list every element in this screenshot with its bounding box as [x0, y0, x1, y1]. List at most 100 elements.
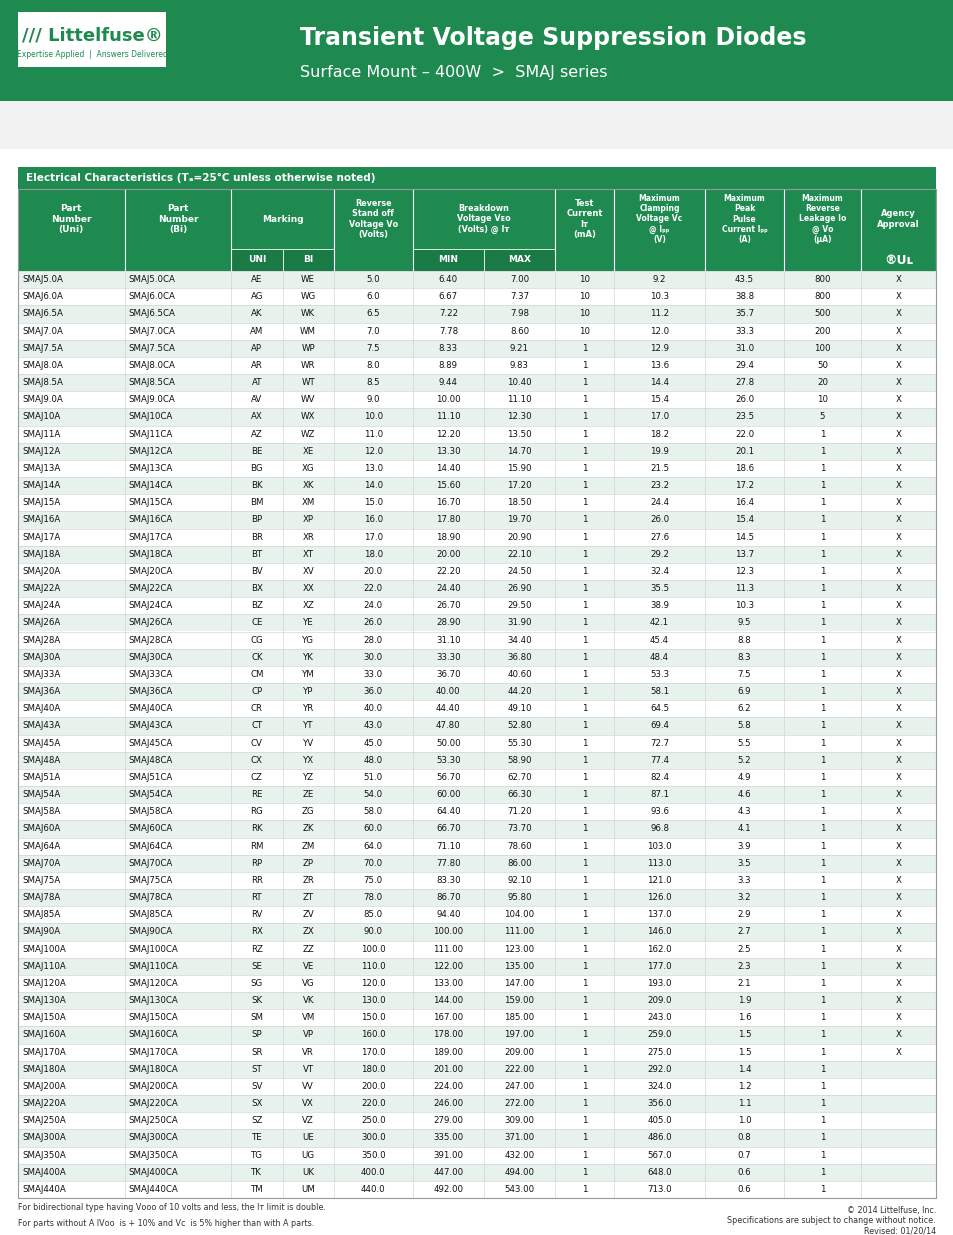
Text: X: X: [895, 653, 901, 662]
Text: 1: 1: [581, 1099, 587, 1108]
Text: 54.0: 54.0: [363, 790, 382, 799]
Text: 43.0: 43.0: [363, 721, 382, 730]
Text: 1: 1: [581, 361, 587, 370]
Text: 6.67: 6.67: [438, 293, 457, 301]
Text: 31.0: 31.0: [734, 343, 753, 353]
Text: 10: 10: [578, 275, 590, 284]
Text: 8.3: 8.3: [737, 653, 751, 662]
Text: SMAJ78CA: SMAJ78CA: [129, 893, 172, 902]
Text: 1: 1: [819, 482, 824, 490]
Text: 0.8: 0.8: [737, 1134, 751, 1142]
Text: X: X: [895, 808, 901, 816]
Text: 130.0: 130.0: [360, 997, 385, 1005]
Text: 50: 50: [816, 361, 827, 370]
Text: ZX: ZX: [302, 927, 314, 936]
Text: Transient Voltage Suppression Diodes: Transient Voltage Suppression Diodes: [299, 26, 805, 49]
Text: 24.4: 24.4: [649, 498, 668, 508]
Text: X: X: [895, 756, 901, 764]
Text: 1: 1: [581, 584, 587, 593]
Text: UM: UM: [301, 1184, 314, 1194]
Text: CG: CG: [251, 636, 263, 645]
Text: 122.00: 122.00: [433, 962, 463, 971]
Text: SMAJ100CA: SMAJ100CA: [129, 945, 178, 953]
Text: 1: 1: [581, 825, 587, 834]
Text: 90.0: 90.0: [363, 927, 382, 936]
Text: 100: 100: [813, 343, 830, 353]
Text: SMAJ26A: SMAJ26A: [22, 619, 60, 627]
Text: 12.0: 12.0: [649, 326, 668, 336]
Text: SMAJ200CA: SMAJ200CA: [129, 1082, 178, 1091]
Text: 9.83: 9.83: [510, 361, 528, 370]
Text: SMAJ440CA: SMAJ440CA: [129, 1184, 178, 1194]
Text: 22.20: 22.20: [436, 567, 460, 576]
Text: 1: 1: [819, 1030, 824, 1040]
Text: 185.00: 185.00: [504, 1013, 534, 1023]
Text: 16.4: 16.4: [734, 498, 753, 508]
Text: © 2014 Littelfuse, Inc.
Specifications are subject to change without notice.
Rev: © 2014 Littelfuse, Inc. Specifications a…: [726, 1207, 935, 1235]
Text: 292.0: 292.0: [647, 1065, 671, 1073]
Text: UNI: UNI: [248, 256, 266, 264]
Text: SMAJ70A: SMAJ70A: [22, 858, 60, 868]
Text: WV: WV: [301, 395, 315, 404]
Text: RK: RK: [251, 825, 262, 834]
Text: 93.6: 93.6: [649, 808, 668, 816]
Text: SMAJ5.0A: SMAJ5.0A: [22, 275, 63, 284]
Text: 2.5: 2.5: [737, 945, 751, 953]
Text: SMAJ8.0A: SMAJ8.0A: [22, 361, 63, 370]
Text: 5.2: 5.2: [737, 756, 751, 764]
Text: BT: BT: [251, 550, 262, 558]
Text: X: X: [895, 962, 901, 971]
Text: 1: 1: [581, 515, 587, 525]
Text: 5.0: 5.0: [366, 275, 379, 284]
Text: RE: RE: [251, 790, 262, 799]
Text: 22.0: 22.0: [734, 430, 753, 438]
Text: 494.00: 494.00: [504, 1168, 534, 1177]
Text: 1: 1: [819, 669, 824, 679]
Text: 405.0: 405.0: [647, 1116, 671, 1125]
Text: TE: TE: [252, 1134, 262, 1142]
Text: SV: SV: [251, 1082, 262, 1091]
Text: SMAJ48CA: SMAJ48CA: [129, 756, 172, 764]
Text: 85.0: 85.0: [363, 910, 382, 919]
Text: Surface Mount – 400W  >  SMAJ series: Surface Mount – 400W > SMAJ series: [299, 64, 607, 79]
Text: 11.2: 11.2: [649, 310, 668, 319]
Text: 10.0: 10.0: [363, 412, 382, 421]
Text: 123.00: 123.00: [504, 945, 534, 953]
Text: YZ: YZ: [302, 773, 314, 782]
Text: 29.4: 29.4: [734, 361, 753, 370]
Text: 111.00: 111.00: [504, 927, 534, 936]
Text: SMAJ220CA: SMAJ220CA: [129, 1099, 178, 1108]
Text: 1: 1: [819, 1168, 824, 1177]
Text: 2.3: 2.3: [737, 962, 751, 971]
Text: 335.00: 335.00: [433, 1134, 463, 1142]
Text: 272.00: 272.00: [504, 1099, 534, 1108]
Text: VM: VM: [301, 1013, 314, 1023]
Text: SMAJ200A: SMAJ200A: [22, 1082, 66, 1091]
Text: SMAJ20A: SMAJ20A: [22, 567, 60, 576]
Text: 0.6: 0.6: [737, 1184, 751, 1194]
Text: 96.8: 96.8: [649, 825, 668, 834]
Text: SMAJ130CA: SMAJ130CA: [129, 997, 178, 1005]
Text: Expertise Applied  |  Answers Delivered: Expertise Applied | Answers Delivered: [16, 51, 168, 59]
Text: 1: 1: [819, 550, 824, 558]
Text: SMAJ350A: SMAJ350A: [22, 1151, 66, 1160]
Text: 51.0: 51.0: [363, 773, 382, 782]
Text: 44.20: 44.20: [507, 687, 531, 697]
Text: 1: 1: [581, 567, 587, 576]
Text: 567.0: 567.0: [647, 1151, 671, 1160]
Text: 69.4: 69.4: [649, 721, 668, 730]
Text: 15.60: 15.60: [436, 482, 460, 490]
Text: ZZ: ZZ: [302, 945, 314, 953]
Text: 21.5: 21.5: [649, 464, 668, 473]
Text: CK: CK: [251, 653, 262, 662]
Text: Marking: Marking: [261, 215, 303, 224]
Text: 1: 1: [819, 1151, 824, 1160]
Text: 16.70: 16.70: [436, 498, 460, 508]
Text: 1: 1: [581, 378, 587, 387]
Text: 18.2: 18.2: [649, 430, 668, 438]
Text: RP: RP: [251, 858, 262, 868]
Text: 1: 1: [581, 739, 587, 747]
Text: BM: BM: [250, 498, 263, 508]
Text: 26.90: 26.90: [507, 584, 531, 593]
Text: X: X: [895, 858, 901, 868]
